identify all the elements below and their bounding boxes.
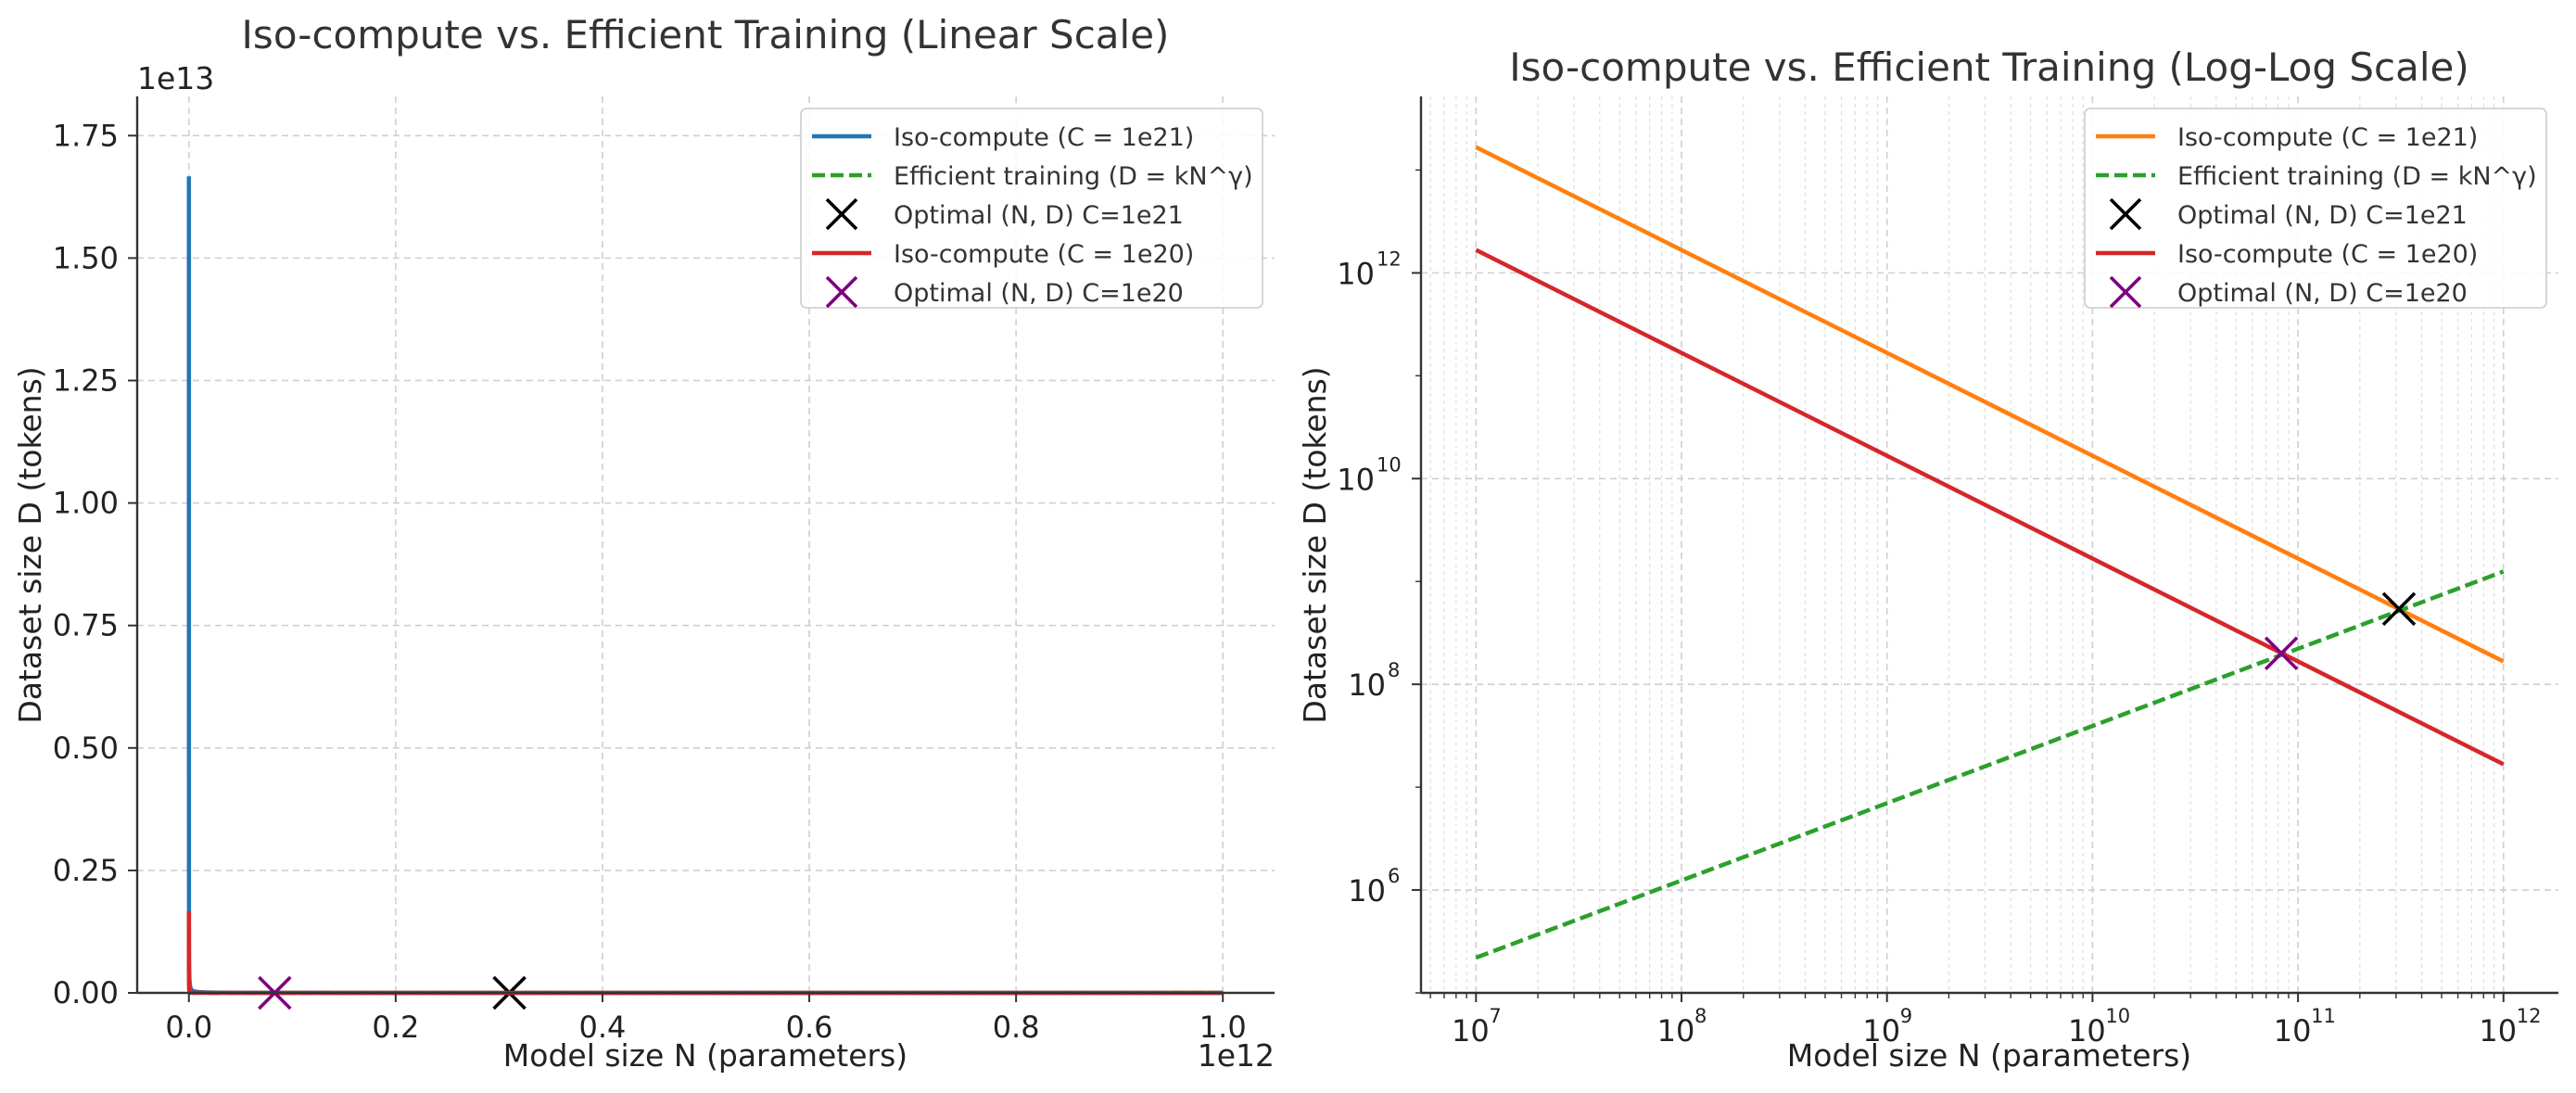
loglog-y-tick-base: 10 [1337,462,1375,497]
linear-y-tick-label: 0.75 [53,608,119,643]
linear-legend: Iso-compute (C = 1e21) Efficient training… [800,108,1263,309]
legend-swatch-marker-4 [2109,275,2142,309]
loglog-y-tick-exponent: 6 [1388,865,1400,887]
loglog-y-axis-label: Dataset size D (tokens) [1297,366,1333,723]
loglog-x-tick-base: 10 [1657,1013,1695,1049]
loglog-optimal-marker-4 [2264,636,2299,671]
linear-y-tick-label: 0.00 [53,975,119,1010]
legend-entry-0: Iso-compute (C = 1e21) [2177,123,2478,152]
loglog-chart-title: Iso-compute vs. Efficient Training (Log-… [1509,44,2469,90]
loglog-x-axis-label: Model size N (parameters) [1787,1037,2191,1074]
linear-chart-title: Iso-compute vs. Efficient Training (Line… [242,12,1170,57]
legend-entry-2: Optimal (N, D) C=1e21 [2177,201,2468,230]
loglog-x-tick-exponent: 10 [2105,1005,2130,1027]
loglog-x-tick-base: 10 [2479,1013,2517,1049]
legend-entry-2: Optimal (N, D) C=1e21 [894,201,1184,230]
legend-entry-3: Iso-compute (C = 1e20) [894,240,1194,269]
loglog-optimal-marker-2 [2381,591,2417,627]
loglog-x-tick-exponent: 9 [1900,1005,1912,1027]
linear-x-tick-label: 0.2 [372,1010,419,1045]
loglog-y-tick-base: 10 [1348,667,1386,703]
linear-y-tick-label: 1.25 [53,362,119,398]
legend-frame [800,108,1263,309]
legend-entry-1: Efficient training (D = kN^γ) [894,162,1253,191]
linear-y-offset-label: 1e13 [137,60,214,96]
linear-x-tick-label: 1.0 [1199,1010,1247,1045]
linear-y-tick-label: 0.25 [53,853,119,888]
legend-entry-3: Iso-compute (C = 1e20) [2177,240,2478,269]
linear-series-line-3 [186,910,1224,996]
loglog-x-tick-exponent: 12 [2517,1005,2542,1027]
loglog-x-tick-base: 10 [2068,1013,2106,1049]
loglog-series-line-3 [1475,248,2505,767]
legend-swatch-marker-4 [825,275,858,309]
linear-y-tick-label: 0.50 [53,731,119,766]
loglog-x-tick-base: 10 [1862,1013,1900,1049]
legend-swatch-marker-2 [2109,197,2142,231]
legend-swatch-marker-2 [825,197,858,231]
linear-y-tick-label: 1.50 [53,240,119,275]
linear-x-axis-label: Model size N (parameters) [503,1037,907,1074]
loglog-x-tick-exponent: 11 [2311,1005,2336,1027]
linear-x-tick-label: 0.4 [579,1010,627,1045]
loglog-series-line-1 [1475,569,2505,960]
loglog-x-tick-exponent: 8 [1694,1005,1707,1027]
legend-entry-4: Optimal (N, D) C=1e20 [894,279,1184,308]
loglog-legend: Iso-compute (C = 1e21) Efficient training… [2084,108,2547,309]
linear-ticks: 0.0 0.2 0.4 0.6 0.8 1.0 0.00 0.25 0.50 0.75 1.00 1.… [53,118,1247,1045]
loglog-x-tick-exponent: 7 [1489,1005,1501,1027]
linear-y-tick-label: 1.00 [53,486,119,521]
loglog-y-tick-base: 10 [1337,256,1375,291]
legend-entry-0: Iso-compute (C = 1e21) [894,123,1194,152]
legend-entry-1: Efficient training (D = kN^γ) [2177,162,2537,191]
legend-entry-4: Optimal (N, D) C=1e20 [2177,279,2468,308]
linear-x-tick-label: 0.6 [786,1010,833,1045]
linear-y-tick-label: 1.75 [53,118,119,153]
loglog-x-tick-base: 10 [2274,1013,2312,1049]
linear-x-offset-label: 1e12 [1198,1037,1275,1074]
linear-x-tick-label: 0.0 [165,1010,212,1045]
loglog-x-tick-base: 10 [1452,1013,1490,1049]
legend-frame [2084,108,2547,309]
loglog-series-line-0 [1475,145,2505,664]
loglog-y-tick-exponent: 12 [1377,248,1402,270]
loglog-y-tick-exponent: 8 [1388,659,1400,681]
linear-y-axis-label: Dataset size D (tokens) [12,366,48,723]
loglog-y-tick-base: 10 [1348,873,1386,909]
loglog-series [1475,145,2505,960]
linear-x-tick-label: 0.8 [993,1010,1040,1045]
linear-scale-panel: 0.0 0.2 0.4 0.6 0.8 1.0 0.00 0.25 0.50 0.75 1.00 1.… [12,12,1275,1074]
loglog-y-tick-exponent: 10 [1377,453,1402,476]
